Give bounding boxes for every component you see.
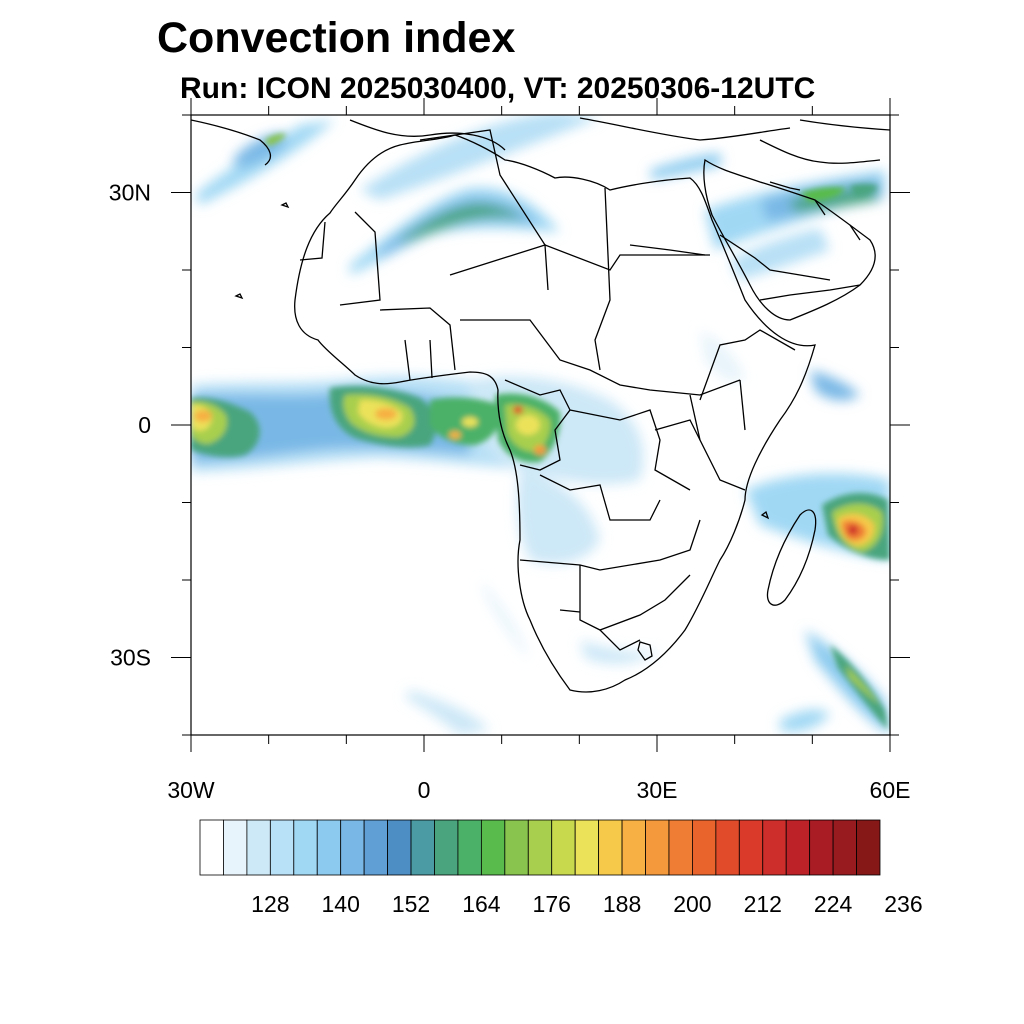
colorbar-swatch <box>785 819 811 876</box>
colorbar: 128 140 152 164 176 188 200 212 224 236 <box>199 819 923 917</box>
colorbar-swatch <box>363 819 388 876</box>
colorbar-swatch <box>692 819 717 876</box>
colorbar-swatch <box>832 819 857 876</box>
colorbar-swatch <box>316 819 342 876</box>
colorbar-swatch <box>527 819 553 876</box>
colorbar-swatch <box>223 819 248 876</box>
colorbar-swatch <box>551 819 576 876</box>
colorbar-label: 128 <box>251 891 289 917</box>
colorbar-label: 164 <box>462 891 501 917</box>
colorbar-swatch <box>715 819 740 876</box>
convection-field <box>191 115 890 735</box>
colorbar-swatch <box>480 819 506 876</box>
map-axes: 30W 0 30E 60E 30N 0 30S <box>109 98 911 803</box>
colorbar-swatch <box>387 819 412 876</box>
lon-tick-label: 0 <box>418 777 431 803</box>
colorbar-swatch <box>293 819 318 876</box>
lon-tick-label: 30W <box>167 777 215 803</box>
colorbar-swatch <box>246 819 271 876</box>
colorbar-label: 224 <box>814 891 853 917</box>
colorbar-label: 152 <box>392 891 430 917</box>
colorbar-swatch <box>574 819 600 876</box>
lat-tick-label: 0 <box>138 412 151 438</box>
colorbar-swatch <box>457 819 482 876</box>
colorbar-label: 200 <box>673 891 711 917</box>
colorbar-swatch <box>645 819 670 876</box>
lat-tick-label: 30N <box>109 180 151 206</box>
colorbar-swatch <box>504 819 529 876</box>
colorbar-swatch <box>598 819 623 876</box>
colorbar-swatch <box>668 819 693 876</box>
map-title: Convection index <box>157 14 516 62</box>
colorbar-swatch <box>809 819 834 876</box>
colorbar-swatch <box>856 819 881 876</box>
colorbar-label: 236 <box>884 891 922 917</box>
colorbar-swatch <box>434 819 459 876</box>
colorbar-swatch <box>762 819 787 876</box>
lat-tick-label: 30S <box>110 645 151 671</box>
lon-tick-label: 30E <box>637 777 678 803</box>
colorbar-swatch <box>738 819 764 876</box>
colorbar-label: 188 <box>603 891 641 917</box>
lon-tick-label: 60E <box>870 777 911 803</box>
colorbar-swatch <box>340 819 365 876</box>
colorbar-label: 212 <box>744 891 782 917</box>
colorbar-label: 176 <box>533 891 571 917</box>
colorbar-swatch <box>269 819 295 876</box>
colorbar-swatch <box>410 819 435 876</box>
coastlines-borders <box>191 117 890 693</box>
colorbar-swatch <box>199 819 224 876</box>
map-subtitle: Run: ICON 2025030400, VT: 20250306-12UTC <box>180 72 816 105</box>
colorbar-label: 140 <box>322 891 360 917</box>
colorbar-swatch <box>621 819 646 876</box>
